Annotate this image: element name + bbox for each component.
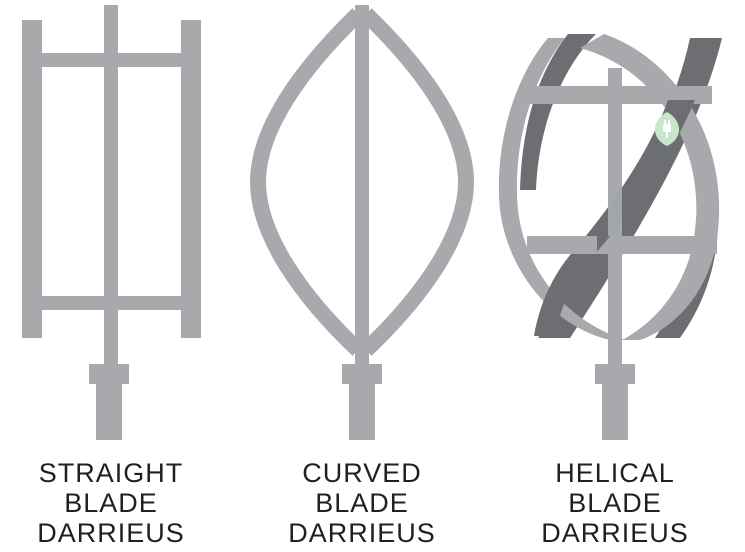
right-curved-blade [360,8,475,356]
tower-base [602,384,628,440]
helical-left-blade [498,38,625,340]
central-shaft [355,5,369,365]
central-shaft [104,5,118,365]
central-shaft-front [608,104,622,236]
right-blade [181,20,201,338]
left-curved-blade [249,8,364,356]
caption-line: BLADE [315,488,409,518]
caption-line: BLADE [64,488,158,518]
shaft-coupling [89,364,129,384]
curved-blade-turbine [249,5,475,440]
curved-blade-caption: CURVED BLADE DARRIEUS [252,458,472,548]
bottom-strut-front [527,236,597,254]
tower-base [349,384,375,440]
caption-line: DARRIEUS [288,518,436,548]
shaft-coupling [595,364,635,384]
straight-blade-caption: STRAIGHT BLADE DARRIEUS [1,458,221,548]
caption-line: DARRIEUS [37,518,185,548]
caption-line: HELICAL [555,458,675,488]
helical-back-blade-top [520,34,596,190]
leaf-plug-icon [654,112,680,146]
caption-line: CURVED [302,458,422,488]
caption-line: DARRIEUS [541,518,689,548]
caption-line: BLADE [568,488,662,518]
helical-blade-caption: HELICAL BLADE DARRIEUS [505,458,725,548]
tower-base [96,384,122,440]
helical-blade-turbine [498,34,722,440]
shaft-coupling [342,364,382,384]
left-blade [22,20,42,338]
straight-blade-turbine [22,5,201,440]
caption-line: STRAIGHT [38,458,184,488]
